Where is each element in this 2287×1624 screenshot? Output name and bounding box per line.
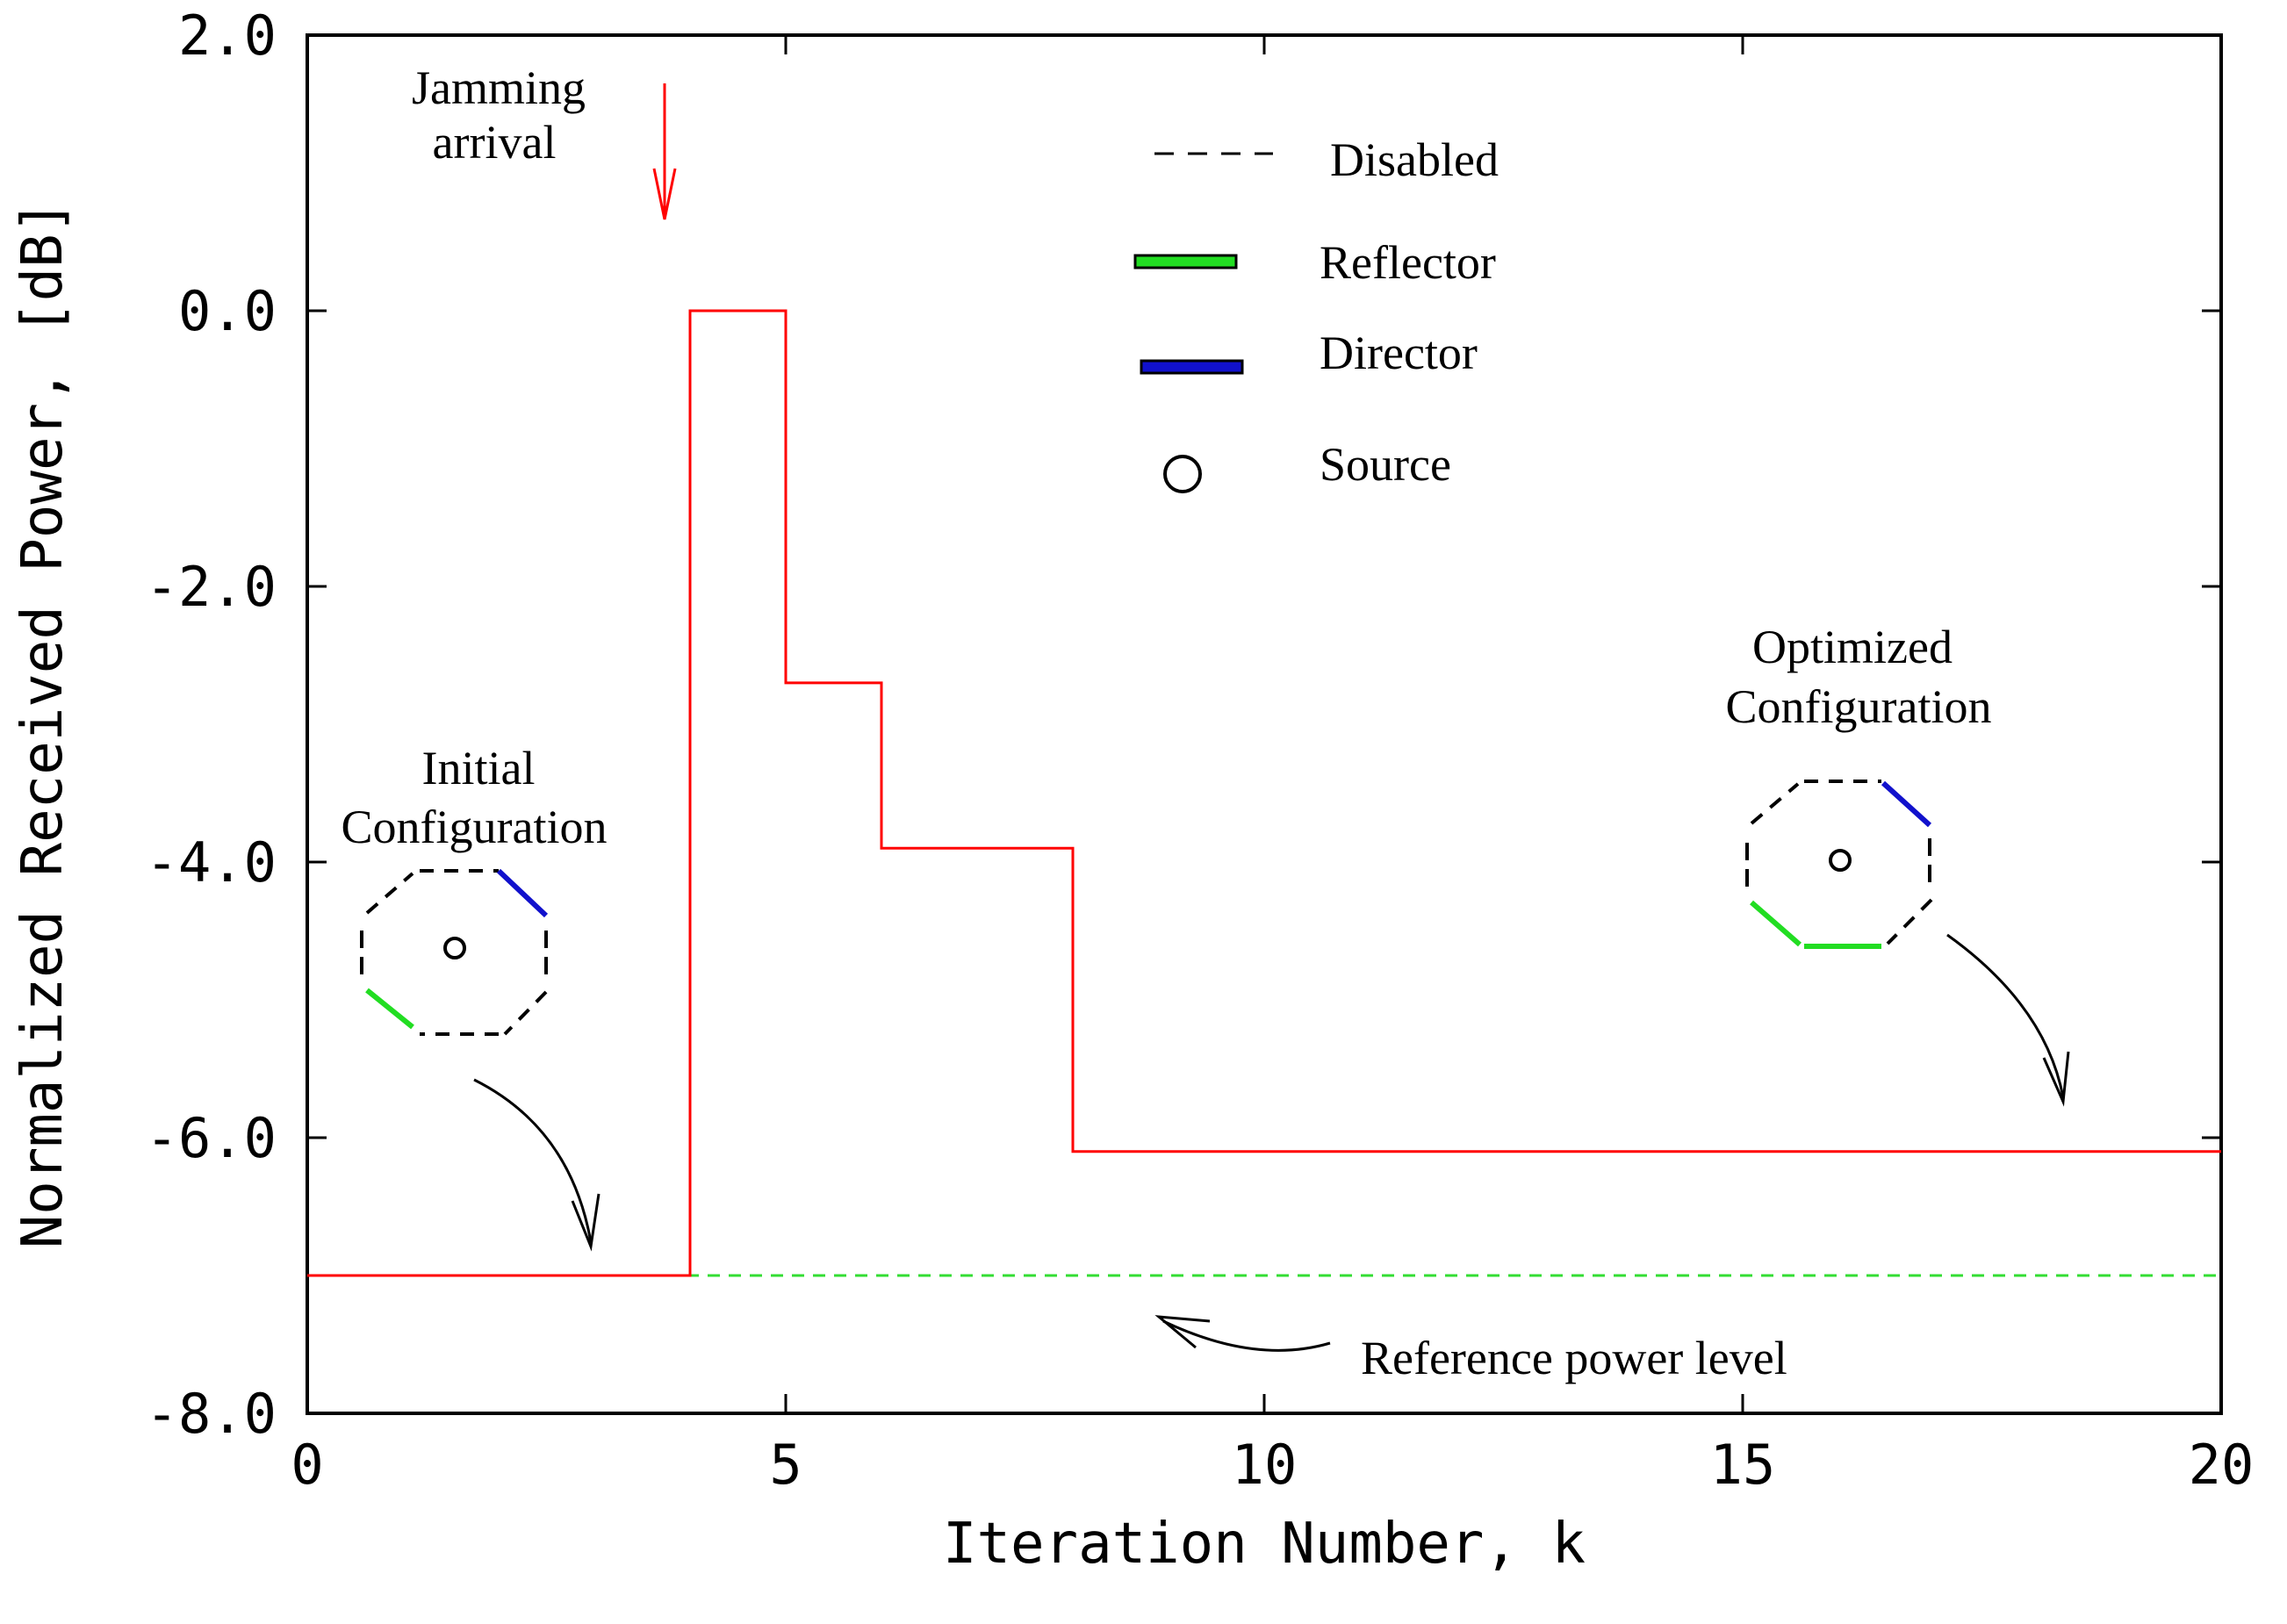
y-tick-label-5: 2.0 [178,4,277,68]
y-tick-label-2: -4.0 [146,830,277,895]
legend-source-symbol [1163,455,1202,493]
legend-director-label: Director [1320,327,1478,379]
x-tick-label-2: 10 [1232,1433,1298,1497]
legend-source-label: Source [1320,438,1451,491]
x-tick-label-4: 20 [2189,1433,2255,1497]
axis-ticks: 0 5 10 15 20 -8.0 -6.0 -4.0 -2.0 0.0 2.0 [146,4,2255,1497]
optimized-label-line2: Configuration [1726,680,1992,733]
initial-octagon [360,868,549,1036]
optimized-arrow [1946,933,2065,1098]
y-tick-label-4: 0.0 [178,279,277,343]
x-axis-label: Iteration Number, k [943,1512,1586,1577]
reference-arrow [1162,1319,1331,1352]
legend: Disabled Reflector Director Source [1133,133,1499,493]
legend-disabled-label: Disabled [1330,133,1499,186]
y-tick-label-1: -6.0 [146,1106,277,1170]
optimized-source [1829,849,1852,872]
y-axis-label: Normalized Received Power, [dB] [11,200,76,1248]
legend-director-symbol [1140,359,1244,375]
reference-annotation: Reference power level [1154,1315,1787,1384]
optimized-octagon [1745,780,1933,949]
x-tick-label-3: 15 [1710,1433,1776,1497]
optimized-element-bottom-right [1886,898,1933,945]
y-tick-label-3: -2.0 [146,555,277,619]
series-layer [307,309,2221,1277]
initial-element-bottom-left [365,988,414,1030]
initial-configuration: Initial Configuration [342,742,608,1252]
jamming-annotation: Jamming arrival [412,61,677,220]
initial-source [443,937,466,959]
legend-reflector-label: Reflector [1320,236,1496,289]
optimized-element-top-right [1881,780,1932,828]
series-line-0 [307,309,2221,1277]
initial-element-top-right [496,868,549,918]
x-tick-label-0: 0 [291,1433,323,1497]
initial-label-line2: Configuration [342,801,608,853]
reference-label: Reference power level [1361,1332,1787,1384]
initial-element-bottom-right [503,990,548,1036]
optimized-element-top-left [1750,782,1800,825]
optimized-element-bottom-left [1750,900,1802,947]
reference-arrow-head [1154,1315,1211,1349]
legend-reflector-symbol [1133,254,1238,269]
initial-element-top-left [365,872,414,915]
jamming-label-line2: arrival [433,116,557,169]
initial-label-line1: Initial [422,742,536,794]
optimized-configuration: Optimized Configuration [1726,621,2070,1107]
jamming-arrow-head [652,168,677,220]
jamming-label-line1: Jamming [412,61,586,114]
optimized-arrow-head [2042,1051,2070,1107]
initial-arrow-head [571,1193,601,1252]
x-tick-label-1: 5 [769,1433,802,1497]
y-tick-label-0: -8.0 [146,1382,277,1446]
initial-arrow [473,1078,593,1243]
optimized-label-line1: Optimized [1752,621,1953,673]
